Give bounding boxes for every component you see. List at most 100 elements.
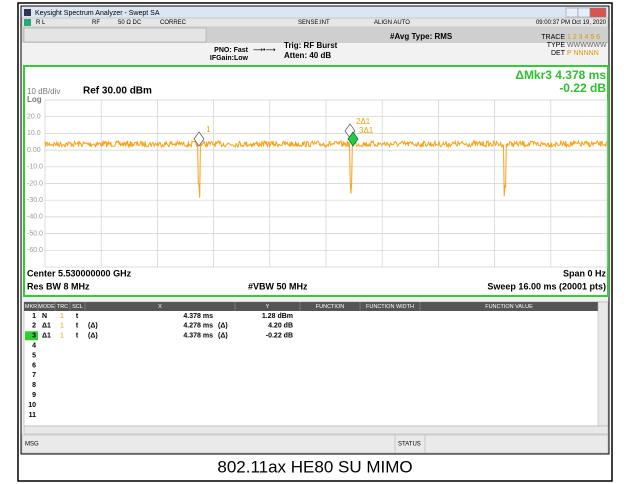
app-icon [24, 9, 31, 16]
trc: 1 [60, 333, 64, 340]
y-value: 1.28 dBm [262, 313, 293, 320]
mkr: 8 [32, 382, 36, 389]
y-label: -10.0 [27, 164, 43, 171]
y-value: -0.22 dB [266, 333, 293, 340]
y-label: -30.0 [27, 197, 43, 204]
toolbar-item: CORREC [160, 20, 187, 26]
column-header: TRC [57, 304, 68, 310]
toolbar-item: 09:00:37 PM Oct 19, 2020 [536, 20, 607, 26]
mkr: 7 [32, 372, 36, 379]
status-led [24, 19, 31, 26]
scl: t [76, 323, 79, 330]
scl: t [76, 313, 79, 320]
mkr: 10 [28, 402, 36, 409]
graph-panel [23, 65, 609, 297]
marker-readout-value: -0.22 dB [559, 81, 606, 95]
toolbar-item: ALIGN AUTO [374, 20, 410, 26]
column-header: MKR [25, 304, 37, 310]
v-scrollbar[interactable] [597, 301, 609, 427]
trace [44, 139, 607, 198]
marker-table [23, 301, 609, 427]
scale: 10 dB/div [27, 87, 60, 96]
marker-readout: ΔMkr3 4.378 ms [515, 68, 606, 82]
column-header: MODE [38, 304, 55, 310]
title-bar [22, 7, 608, 18]
mkr: 9 [32, 392, 36, 399]
x-value: 4.378 ms [183, 333, 213, 340]
column-header: FUNCTION VALUE [485, 304, 533, 310]
pno: PNO: Fast [214, 47, 249, 54]
mode: Δ1 [42, 333, 51, 340]
scl: t [76, 333, 79, 340]
center-freq: Center 5.530000000 GHz [27, 268, 132, 278]
span: Span 0 Hz [563, 268, 607, 278]
y-label: -40.0 [27, 214, 43, 221]
mkr: 6 [32, 362, 36, 369]
det-value: P NNNNN [567, 50, 599, 57]
trc: 1 [60, 313, 64, 320]
mkr: 11 [29, 412, 37, 419]
column-header: Y [266, 304, 270, 310]
marker-3-label: 3Δ1 [359, 126, 374, 135]
ifgain: IFGain:Low [210, 55, 249, 62]
y-value: 4.20 dB [268, 323, 293, 330]
mkr: 5 [32, 352, 36, 359]
entry-box[interactable] [23, 27, 207, 43]
mkr: 3 [32, 333, 36, 340]
x-value: 4.378 ms [183, 313, 213, 320]
trc: 1 [60, 323, 64, 330]
h-scrollbar[interactable] [23, 425, 609, 435]
det-label: DET [551, 50, 566, 57]
atten: Atten: 40 dB [284, 51, 331, 60]
toolbar-item: 50 Ω DC [118, 20, 142, 26]
ref-level: Ref 30.00 dBm [83, 86, 152, 97]
ref: (Δ) [88, 323, 98, 330]
column-header: X [158, 304, 162, 310]
y-label: 10.0 [27, 130, 41, 137]
marker-3 [347, 131, 359, 147]
toolbar-item: RF [92, 20, 100, 26]
mode: Δ1 [42, 323, 51, 330]
selected-row [25, 331, 38, 341]
x-ref: (Δ) [218, 333, 228, 340]
toolbar-item: SENSE:INT [298, 20, 330, 26]
marker-1 [193, 131, 205, 147]
minimize-button[interactable] [565, 7, 579, 18]
y-label: -20.0 [27, 180, 43, 187]
y-label: 20.0 [27, 114, 41, 121]
type-label: TYPE [547, 42, 566, 49]
window-title: Keysight Spectrum Analyzer - Swept SA [35, 10, 160, 17]
mkr: 4 [32, 343, 36, 350]
type-value: WWWWWW [567, 42, 607, 49]
message-bar [21, 434, 609, 454]
close-button[interactable] [589, 7, 607, 18]
rbw: Res BW 8 MHz [27, 281, 90, 291]
mkr: 1 [32, 313, 36, 320]
mode: N [42, 313, 47, 320]
status: STATUS [398, 442, 421, 448]
trace-value: 1 2 3 4 5 6 [567, 34, 600, 41]
ref: (Δ) [88, 333, 98, 340]
msg: MSG [25, 442, 39, 448]
column-header: SCL [72, 304, 83, 310]
table-header [24, 302, 598, 311]
x-value: 4.278 ms [183, 323, 213, 330]
table-content: MKR MODE TRC SCL X Y FUNCTION FUNCTION WIDTH FUN… [25, 302, 533, 419]
vbw: #VBW 50 MHz [248, 281, 308, 291]
y-label: -60.0 [27, 247, 43, 254]
y-label: 0.00 [27, 147, 41, 154]
grid: 20.0 10.0 0.00 -10.0 -20.0 -30.0 -40.0 -50.0 -60… [27, 99, 608, 268]
trace-label: TRACE [541, 34, 565, 41]
x-ref: (Δ) [218, 323, 228, 330]
column-header: FUNCTION WIDTH [366, 304, 414, 310]
caption: 802.11ax HE80 SU MIMO [217, 457, 412, 476]
avg-type: #Avg Type: RMS [390, 32, 453, 41]
maximize-button[interactable] [577, 7, 591, 18]
toolbar-items: R L RF 50 Ω DC CORREC SENSE:INT ALIGN AUTO 09:… [36, 20, 607, 26]
y-label: -50.0 [27, 230, 43, 237]
marker-2-label: 2Δ1 [356, 117, 371, 126]
settings-panel [22, 43, 608, 65]
sweep: Sweep 16.00 ms (20001 pts) [487, 281, 606, 291]
